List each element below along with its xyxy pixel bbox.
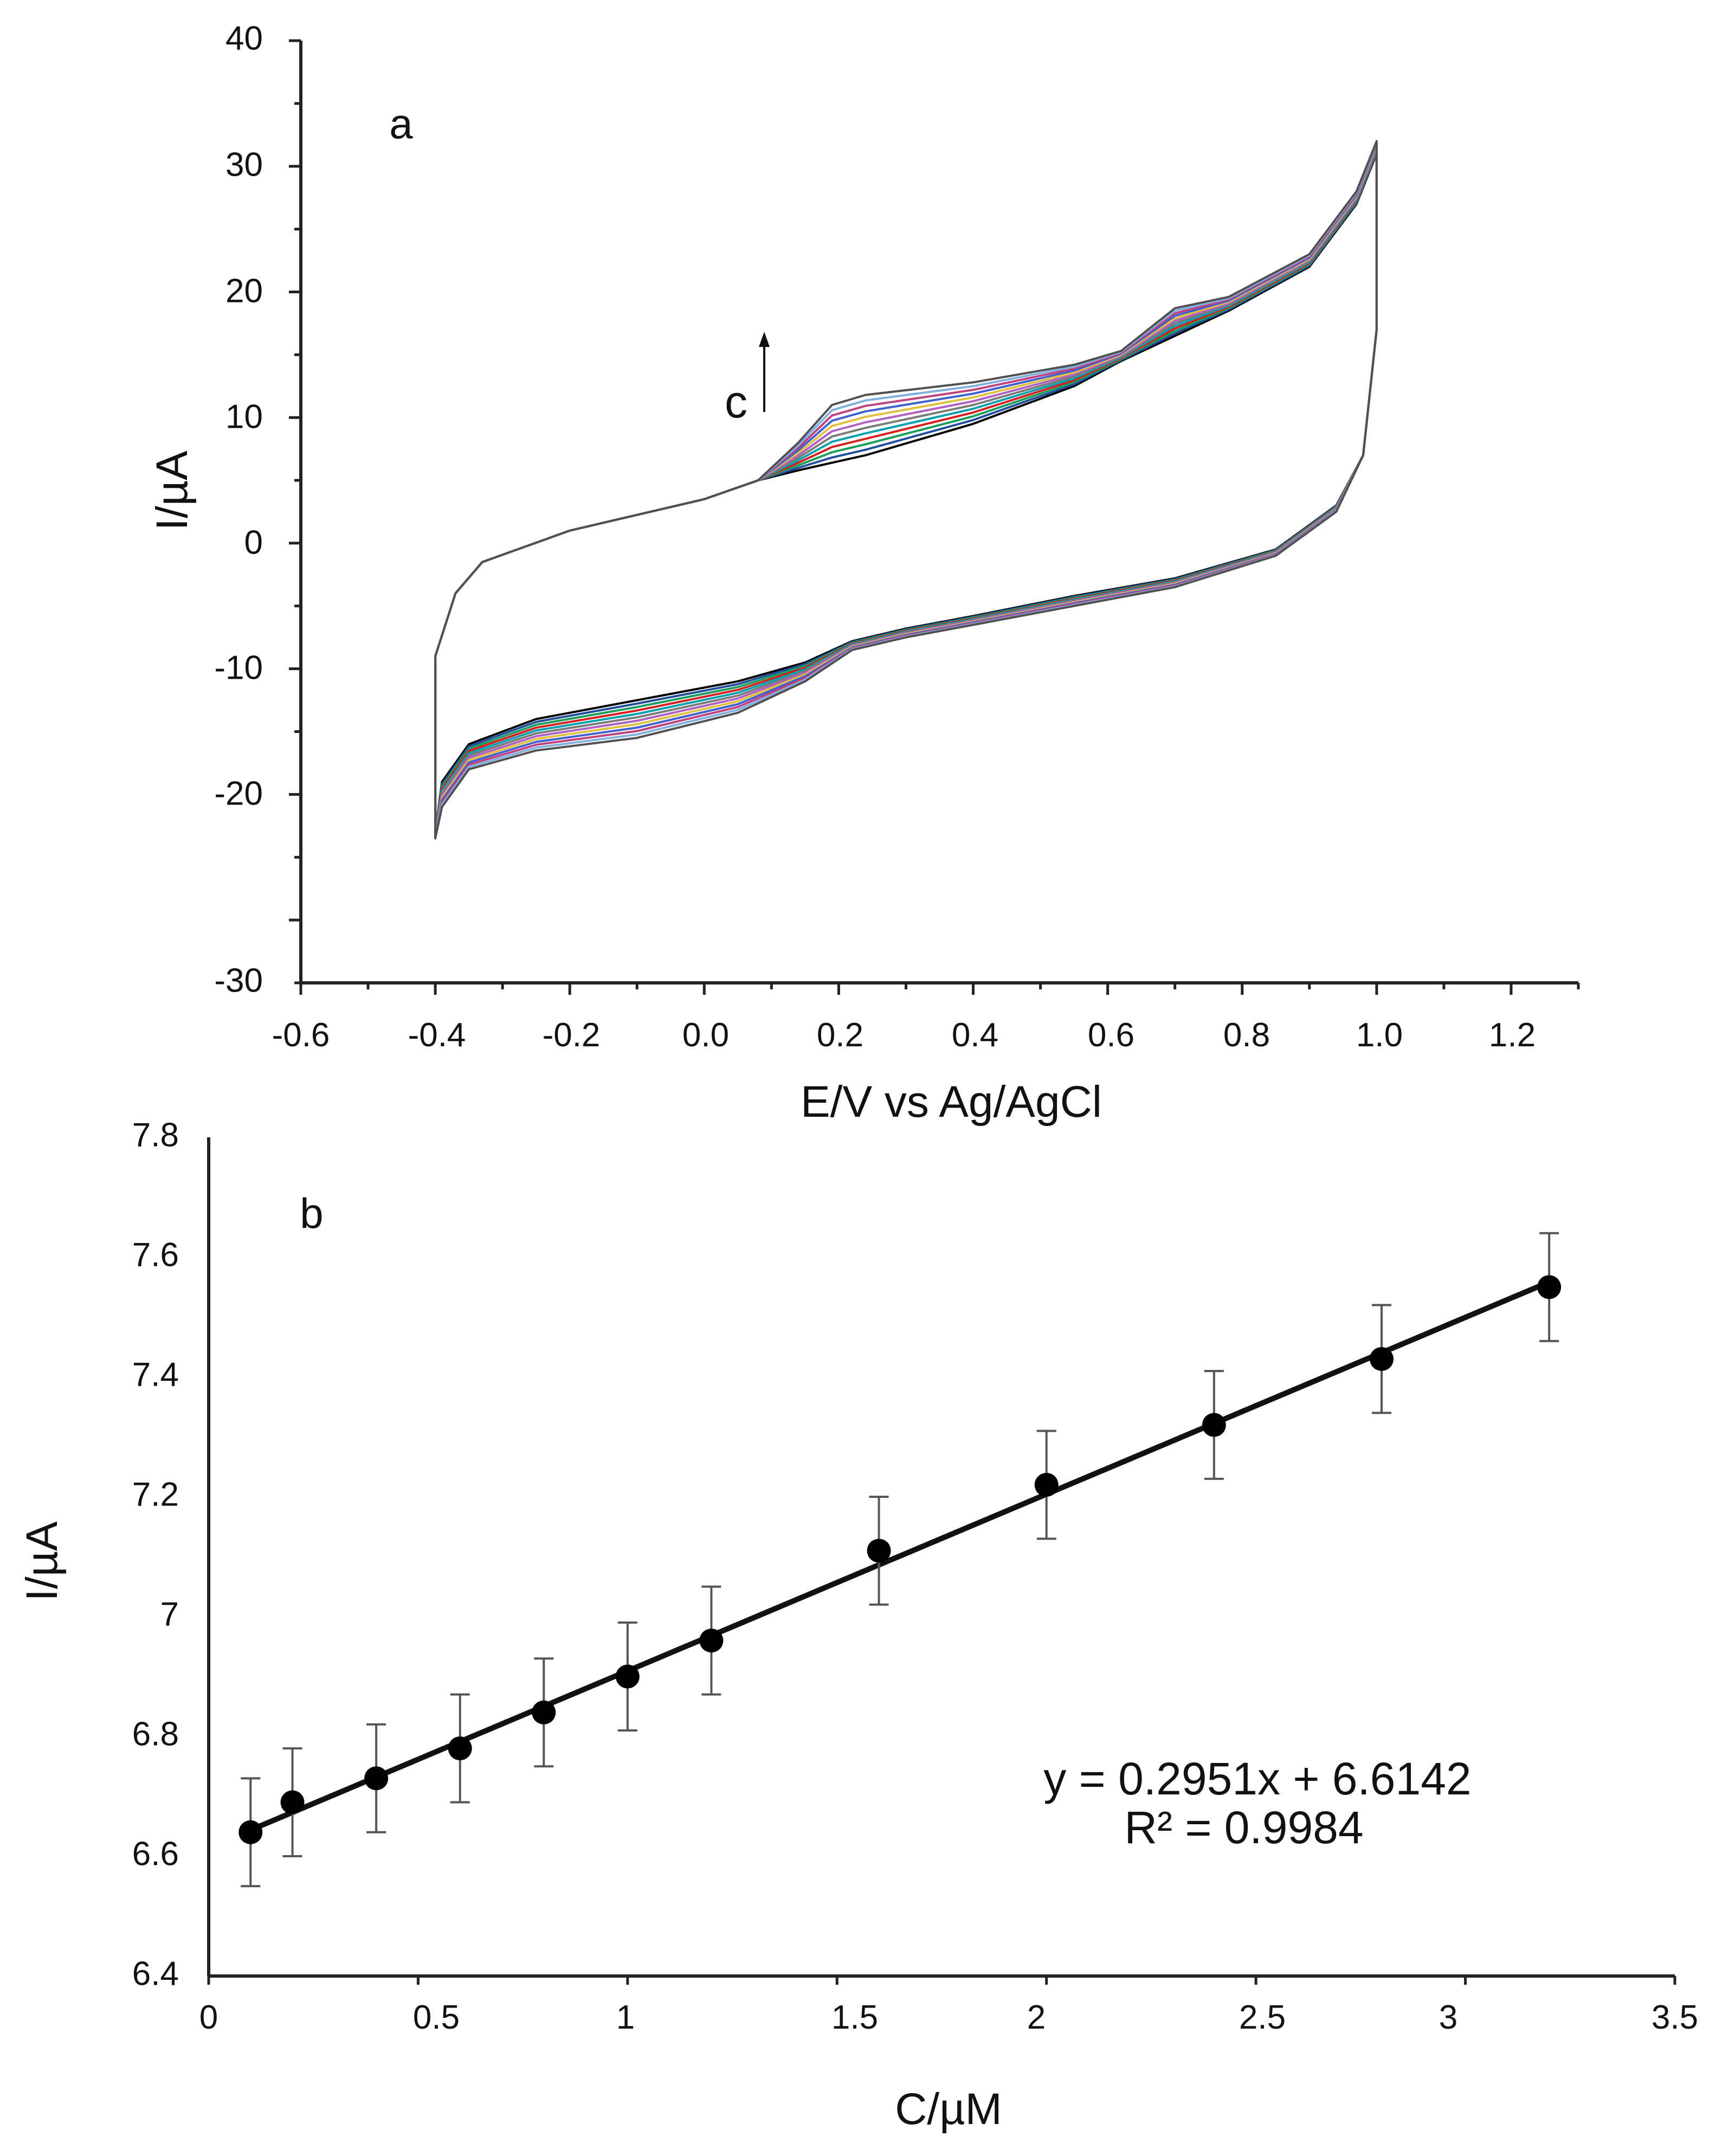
panel-a-ytick-label: 0	[244, 524, 263, 561]
panel-b-x-axis-title: C/µM	[895, 2084, 1002, 2134]
panel-a-xtick-label: -0.2	[543, 1016, 601, 1054]
panel-a-xtick-label: 0.2	[817, 1016, 863, 1054]
panel-b-xtick-label: 3	[1439, 1999, 1457, 2036]
panel-a-xtick-label: 1.2	[1489, 1016, 1536, 1054]
panel-b-ytick-label: 7.6	[132, 1236, 179, 1273]
panel-a-x-ticks	[299, 983, 1580, 995]
panel-a-xtick-label: 0.4	[952, 1016, 998, 1054]
panel-b-data-point	[448, 1736, 472, 1761]
panel-b-data-points	[238, 1275, 1562, 1844]
panel-a-ytick-label: 40	[225, 20, 263, 57]
panel-b-ytick-label: 7.8	[132, 1116, 179, 1154]
panel-a-y-ticks	[289, 39, 301, 984]
panel-b-ytick-label: 7.4	[132, 1356, 179, 1393]
panel-b-data-point	[280, 1790, 305, 1814]
panel-a-cv-series	[434, 144, 1378, 838]
panel-b-xtick-label: 0.5	[413, 1999, 460, 2036]
panel-b-ytick-label: 6.8	[132, 1715, 179, 1753]
panel-a-ytick-label: 10	[225, 398, 263, 435]
panel-a-cv-series	[434, 147, 1378, 836]
panel-a-xtick-label: 0.8	[1223, 1016, 1270, 1054]
panel-b-data-point	[364, 1766, 389, 1791]
panel-a-xtick-label: 0.0	[682, 1016, 729, 1054]
panel-b-x-ticks	[207, 1976, 1676, 1985]
panel-b-data-point	[238, 1820, 263, 1844]
panel-b-ytick-label: 6.6	[132, 1835, 179, 1872]
panel-a-ytick-label: 30	[225, 146, 263, 183]
panel-a-ytick-label: -30	[214, 962, 263, 999]
panel-b-xtick-label: 1	[616, 1999, 635, 2036]
panel-a-x-axis-title: E/V vs Ag/AgCl	[801, 1077, 1102, 1127]
panel-a-ytick-label: -10	[214, 649, 263, 686]
panel-b-label: b	[300, 1189, 323, 1237]
panel-a-cv-series	[434, 140, 1378, 840]
panel-b-xtick-label: 2	[1027, 1999, 1046, 2036]
panel-b-ytick-label: 6.4	[132, 1955, 179, 1992]
panel-a-cv-series	[434, 149, 1378, 835]
panel-a-arrow-label: c	[725, 376, 747, 427]
panel-a-xtick-label: -0.6	[272, 1016, 330, 1054]
panel-a-ytick-label: -20	[214, 775, 263, 812]
panel-b-data-point	[1034, 1472, 1059, 1497]
panel-b-data-point	[699, 1629, 724, 1653]
fit-equation: y = 0.2951x + 6.6142	[1043, 1753, 1471, 1804]
panel-b-y-axis-title: I/µA	[17, 1521, 67, 1601]
panel-a-xtick-label: -0.4	[408, 1016, 466, 1054]
panel-a-xtick-label: 1.0	[1356, 1016, 1403, 1054]
panel-b: 6.4 6.6 6.8 7 7.2 7.4 7.6 7.8 0 0.5 1 1.…	[17, 1116, 1698, 2134]
panel-b-xtick-label: 0	[199, 1999, 218, 2036]
panel-a-y-axis-title: I/µA	[147, 450, 197, 531]
panel-b-data-point	[615, 1664, 640, 1689]
panel-b-data-point	[532, 1700, 556, 1724]
panel-a-increase-arrow-head	[759, 332, 770, 347]
panel-b-ytick-label: 7.2	[132, 1476, 179, 1513]
panel-a-cv-series	[434, 148, 1378, 836]
panel-a-ytick-label: 20	[225, 272, 263, 310]
fit-r-squared: R² = 0.9984	[1124, 1802, 1363, 1853]
panel-a: -30 -20 -10 0 10 20 30 40 -0.6 -0.4 -0.2…	[147, 20, 1580, 1127]
panel-b-data-point	[867, 1539, 891, 1563]
panel-b-xtick-label: 3.5	[1652, 1999, 1698, 2036]
panel-a-label: a	[389, 100, 413, 147]
panel-b-data-point	[1537, 1275, 1562, 1299]
panel-b-data-point	[1370, 1347, 1394, 1371]
panel-a-xtick-label: 0.6	[1088, 1016, 1134, 1054]
panel-b-data-point	[1202, 1413, 1226, 1437]
panel-b-ytick-label: 7	[160, 1595, 179, 1633]
panel-b-xtick-label: 2.5	[1239, 1999, 1286, 2036]
panel-a-cv-curves	[434, 140, 1378, 840]
panel-b-fit-line	[248, 1279, 1552, 1833]
panel-b-xtick-label: 1.5	[831, 1999, 878, 2036]
